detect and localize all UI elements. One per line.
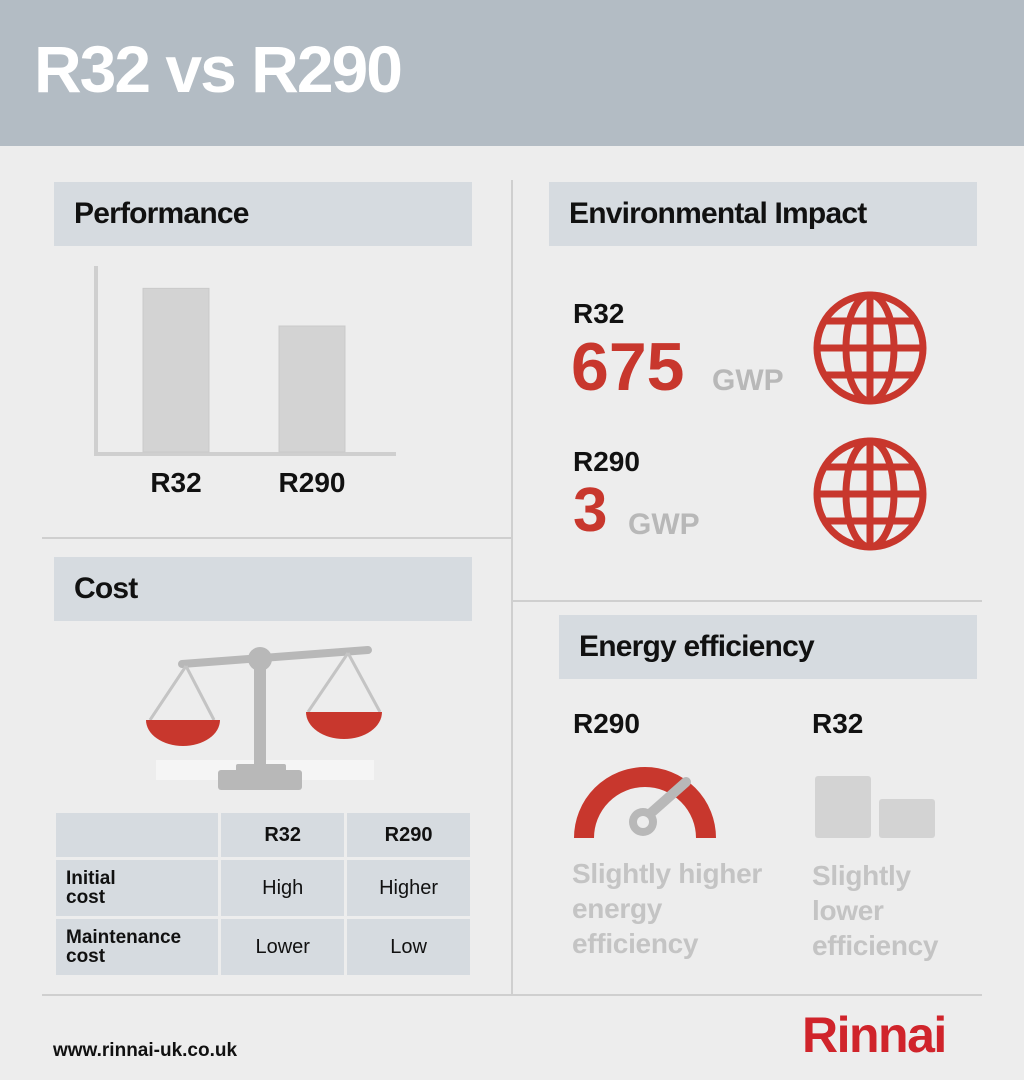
page-title: R32 vs R290 [34,32,403,106]
efficiency-left-description: Slightly higher energy efficiency [572,856,762,961]
cost-table: R32 R290 Initial cost High Higher Mainte… [53,810,473,978]
table-row-label: Maintenance cost [56,919,219,975]
description-line: lower [812,895,884,926]
r290-gwp-unit: GWP [628,508,700,541]
left-horizontal-divider [42,537,512,539]
description-line: efficiency [812,930,939,961]
bar-r290 [278,325,346,453]
table-header-cell: R290 [347,813,470,857]
table-row: Maintenance cost Lower Low [56,919,470,975]
bar-label-r290: R290 [279,467,346,498]
efficiency-right-label: R32 [812,708,864,739]
efficiency-title: Energy efficiency [579,630,815,663]
row-label-line: Initial [66,868,116,889]
r32-gwp-value: 675 [571,329,685,405]
cost-title: Cost [74,572,138,605]
table-header-cell: R32 [221,813,345,857]
description-line: efficiency [572,928,699,959]
globe-icon [813,437,927,551]
r290-gwp-label: R290 [573,446,640,477]
description-line: Slightly higher [572,858,762,889]
right-horizontal-divider [512,600,982,602]
row-label-line: cost [66,887,106,908]
row-label-line: cost [66,946,106,967]
table-cell: Higher [347,860,470,916]
rinnai-logo: Rinnai [802,1007,947,1063]
header-banner: R32 vs R290 [0,0,1024,146]
performance-section-title: Performance [54,182,472,246]
table-header-row: R32 R290 [56,813,470,857]
bottom-divider [42,994,982,996]
efficiency-left-label: R290 [573,708,640,739]
bar-r32 [142,287,210,453]
vertical-divider [511,180,513,995]
gauge-icon [574,767,716,839]
globe-icon [813,291,927,405]
cost-section-title: Cost [54,557,472,621]
r290-gwp-value: 3 [573,476,608,545]
efficiency-right-description: Slightly lower efficiency [812,858,938,963]
description-line: Slightly [812,860,911,891]
performance-chart: R32 R290 [94,266,396,498]
performance-title: Performance [74,197,249,230]
balance-scale-icon [146,646,382,790]
table-cell: High [221,860,345,916]
table-row: Initial cost High Higher [56,860,470,916]
r32-gwp-unit: GWP [712,364,784,397]
environment-title: Environmental Impact [569,197,867,230]
table-row-label: Initial cost [56,860,219,916]
r32-gwp-label: R32 [573,298,625,329]
efficiency-section-title: Energy efficiency [559,615,977,679]
description-line: energy [572,893,663,924]
table-cell: Lower [221,919,345,975]
website-link[interactable]: www.rinnai-uk.co.uk [53,1040,238,1061]
environment-section-title: Environmental Impact [549,182,977,246]
bar-blocks-icon [815,776,935,838]
table-cell: Low [347,919,470,975]
table-header-cell [56,813,219,857]
row-label-line: Maintenance [66,927,182,948]
bar-label-r32: R32 [150,467,201,498]
